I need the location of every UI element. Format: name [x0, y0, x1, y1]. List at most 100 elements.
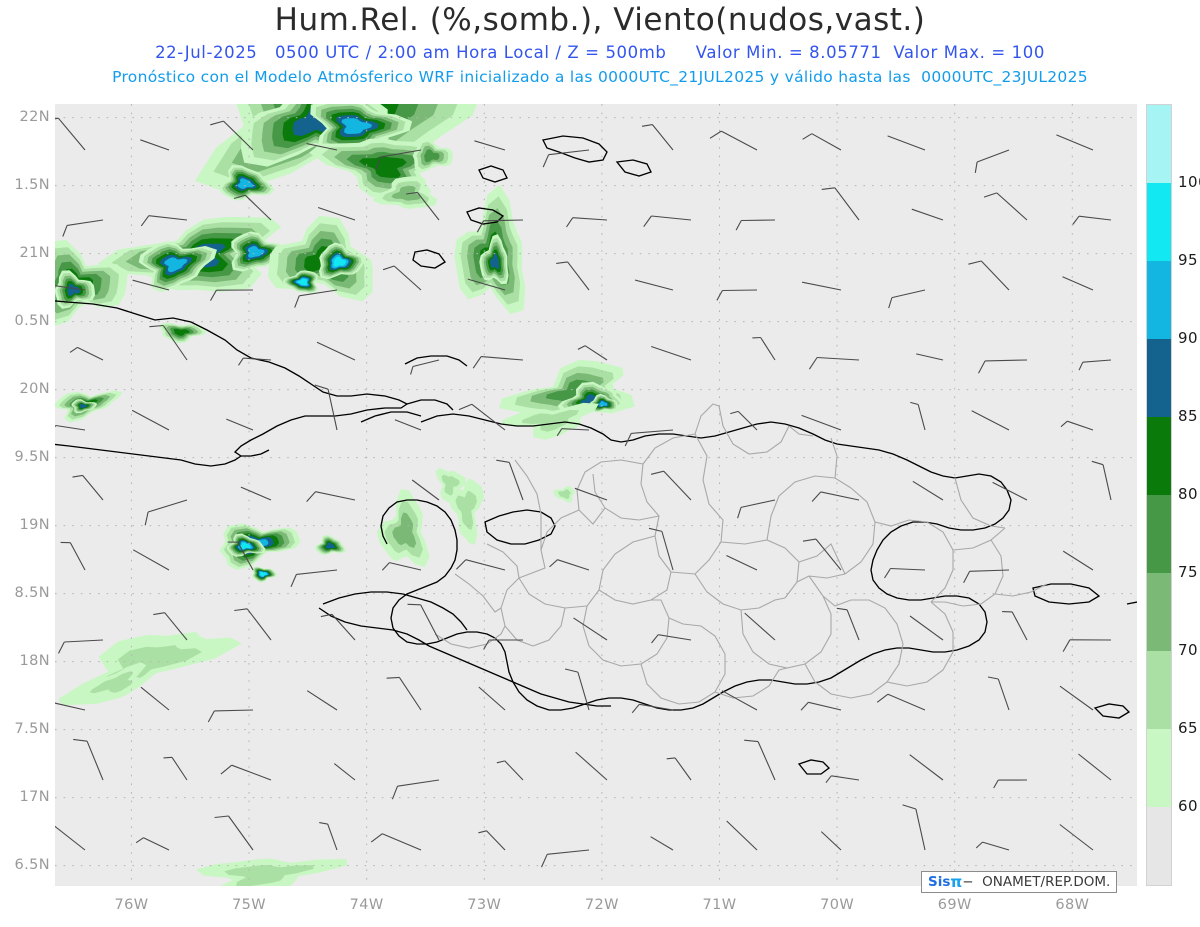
map-plot-area[interactable]: [55, 104, 1137, 886]
humidity-contour-blob: [248, 245, 265, 258]
wind-barb: [391, 779, 440, 800]
wind-barb: [149, 324, 188, 361]
colorbar-band-1[interactable]: [1147, 183, 1171, 261]
wind-barb: [220, 764, 272, 781]
x-axis-tick-75W: 75W: [232, 897, 267, 913]
wind-barb: [726, 820, 758, 851]
wind-barb: [375, 149, 422, 170]
province-border: [598, 535, 656, 591]
wind-barb: [888, 289, 926, 309]
wind-barb: [987, 676, 1010, 711]
wind-barb: [821, 187, 860, 221]
wind-barb: [382, 265, 422, 291]
province-border: [694, 403, 720, 435]
colorbar-band-2[interactable]: [1147, 261, 1171, 339]
wind-barb: [386, 676, 422, 711]
wind-barb: [643, 215, 692, 228]
wind-barb: [132, 279, 170, 291]
province-border: [694, 573, 786, 611]
wind-barb: [483, 639, 523, 650]
wind-barb: [566, 217, 608, 228]
province-border: [576, 459, 644, 525]
wind-barb: [394, 419, 422, 431]
wind-barb: [72, 474, 104, 501]
x-axis-tick-71W: 71W: [702, 897, 737, 913]
wind-barb: [140, 139, 170, 151]
separator-slash-2: /: [555, 43, 562, 62]
colorbar-band-8[interactable]: [1147, 729, 1171, 807]
wind-barb: [631, 703, 674, 714]
wind-barb: [153, 612, 188, 641]
wind-barb: [666, 757, 692, 781]
province-border: [592, 473, 660, 521]
colorbar-band-9[interactable]: [1147, 807, 1171, 885]
subtitle-line-2: Pronóstico con el Modelo Atmósferico WRF…: [0, 68, 1200, 86]
humidity-contour-blob: [341, 118, 372, 134]
model-description: Pronóstico con el Modelo Atmósferico WRF…: [112, 68, 1088, 86]
wind-barb: [410, 359, 440, 375]
province-border: [994, 583, 1048, 597]
wind-barb: [916, 353, 944, 361]
wind-barb: [226, 418, 254, 431]
wind-barb: [1091, 460, 1112, 501]
colorbar-band-7[interactable]: [1147, 651, 1171, 729]
wind-barb: [1062, 550, 1094, 571]
y-axis-tick-22N: 22N: [19, 108, 50, 125]
wind-barb: [574, 487, 608, 501]
wind-barb: [800, 701, 842, 711]
province-border: [796, 575, 810, 583]
humidity-contour-blob: [522, 409, 580, 432]
province-border: [640, 663, 716, 705]
value-max-label: Valor Max. = 100: [893, 43, 1045, 62]
separator-slash-1: /: [365, 43, 372, 62]
y-axis-tick-9.5N: 9.5N: [14, 448, 50, 465]
colorbar-tick-75: 75: [1178, 563, 1199, 581]
province-borders-layer: [434, 403, 1048, 705]
wind-barb: [1078, 753, 1112, 781]
wind-barb: [227, 541, 254, 571]
province-border: [808, 487, 876, 579]
province-border: [532, 607, 566, 647]
province-border: [766, 475, 852, 541]
wind-barb: [478, 830, 506, 851]
humidity-contour-blob: [239, 542, 251, 549]
wind-barb: [912, 480, 944, 501]
wind-barb: [240, 486, 272, 501]
wind-barb: [801, 414, 842, 431]
wind-barb: [651, 345, 692, 361]
province-border: [718, 405, 790, 455]
province-border: [694, 433, 724, 575]
province-border: [804, 663, 888, 699]
wind-barb: [306, 491, 356, 502]
humidity-contour-blob: [67, 283, 80, 296]
humidity-contour-blob: [558, 489, 571, 499]
wind-barb: [648, 527, 674, 571]
colorbar-band-3[interactable]: [1147, 339, 1171, 417]
wind-barb: [876, 693, 926, 711]
colorbar-band-0[interactable]: [1147, 105, 1171, 183]
wind-barb: [69, 346, 104, 361]
province-border: [886, 601, 954, 687]
humidity-contour-blob: [455, 490, 477, 530]
wind-barb: [476, 219, 524, 233]
province-border: [954, 477, 1006, 529]
colorbar[interactable]: [1146, 104, 1172, 886]
wind-barb: [744, 612, 776, 641]
y-axis-tick-8.5N: 8.5N: [14, 584, 50, 601]
wind-barb: [474, 140, 506, 151]
province-border: [454, 573, 502, 613]
wind-barb: [992, 481, 1028, 501]
wind-barb: [811, 491, 860, 502]
wind-barb: [564, 668, 590, 711]
wind-barb: [234, 608, 272, 641]
colorbar-band-5[interactable]: [1147, 495, 1171, 573]
wind-barb: [210, 120, 254, 151]
wind-barb: [316, 341, 356, 361]
colorbar-band-4[interactable]: [1147, 417, 1171, 495]
humidity-contour-blob: [358, 156, 407, 178]
wind-barb: [963, 569, 1010, 583]
province-border: [714, 667, 788, 699]
wind-barb: [575, 751, 608, 781]
colorbar-band-6[interactable]: [1147, 573, 1171, 651]
wind-barb: [207, 709, 254, 723]
